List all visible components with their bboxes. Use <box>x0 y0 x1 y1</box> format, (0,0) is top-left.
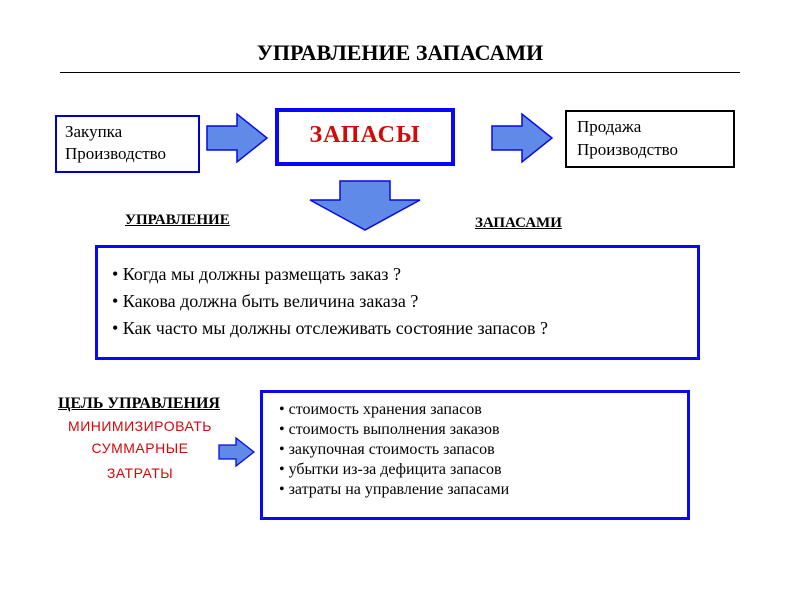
question-3: • Как часто мы должны отслеживать состоя… <box>112 318 683 339</box>
goal-line-1: МИНИМИЗИРОВАТЬ <box>50 418 230 434</box>
cost-item-4: • убытки из-за дефицита запасов <box>279 461 671 479</box>
box-destination-line1: Продажа <box>577 116 723 139</box>
box-destination: Продажа Производство <box>565 110 735 168</box>
cost-item-1: • стоимость хранения запасов <box>279 401 671 419</box>
questions-box: • Когда мы должны размещать заказ ? • Ка… <box>95 245 700 360</box>
box-source-line2: Производство <box>65 143 190 165</box>
box-destination-line2: Производство <box>577 139 723 162</box>
title-rule <box>60 72 740 73</box>
costs-box: • стоимость хранения запасов • стоимость… <box>260 390 690 520</box>
arrow-right-3-icon <box>218 435 256 469</box>
arrow-down-icon <box>305 178 425 233</box>
arrow-right-2-icon <box>490 108 555 168</box>
goal-title: ЦЕЛЬ УПРАВЛЕНИЯ <box>58 395 220 413</box>
goal-line-2: СУММАРНЫЕ <box>50 440 230 456</box>
arrow-right-1-icon <box>205 108 270 168</box>
page-title: УПРАВЛЕНИЕ ЗАПАСАМИ <box>0 40 800 66</box>
question-1: • Когда мы должны размещать заказ ? <box>112 264 683 285</box>
label-inventory: ЗАПАСАМИ <box>475 215 562 232</box>
box-inventory: ЗАПАСЫ <box>275 108 455 166</box>
cost-item-3: • закупочная стоимость запасов <box>279 441 671 459</box>
box-source-line1: Закупка <box>65 121 190 143</box>
box-source: Закупка Производство <box>55 115 200 173</box>
label-management: УПРАВЛЕНИЕ <box>125 212 230 229</box>
question-2: • Какова должна быть величина заказа ? <box>112 291 683 312</box>
cost-item-2: • стоимость выполнения заказов <box>279 421 671 439</box>
cost-item-5: • затраты на управление запасами <box>279 481 671 499</box>
goal-line-3: ЗАТРАТЫ <box>50 465 230 481</box>
